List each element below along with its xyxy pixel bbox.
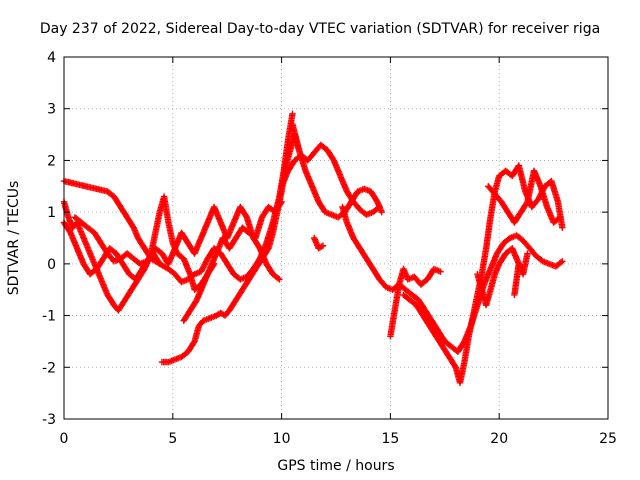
data-point [557, 259, 565, 266]
grid-layer [64, 57, 608, 419]
data-point [278, 198, 285, 205]
data-point [523, 199, 530, 207]
data-point [559, 224, 566, 231]
data-point [555, 215, 562, 222]
data-point [277, 199, 284, 207]
data-point [274, 275, 282, 282]
y-tick-label: 1 [47, 205, 56, 221]
y-tick-label: -1 [42, 309, 56, 325]
x-tick-label: 10 [273, 431, 291, 447]
plot-frame [63, 56, 609, 420]
y-tick-label: -2 [42, 360, 56, 376]
data-point [319, 242, 327, 249]
x-axis-label: GPS time / hours [277, 458, 394, 474]
data-point [515, 260, 522, 268]
chart-title: Day 237 of 2022, Sidereal Day-to-day VTE… [40, 21, 600, 37]
x-tick-label: 0 [60, 431, 69, 447]
tick-layer: 0 5 10 15 20 25 -3 -2 -1 0 1 2 3 4 [42, 50, 617, 447]
series-track-o [511, 260, 522, 299]
series-track-g [278, 141, 383, 218]
data-point [437, 268, 444, 275]
data-point [276, 276, 283, 283]
x-tick-label: 25 [599, 431, 617, 447]
data-point [156, 260, 163, 268]
data-point [289, 110, 296, 118]
x-tick-label: 20 [490, 431, 508, 447]
y-tick-label: 3 [47, 102, 56, 118]
y-axis-label: SDTVAR / TECUs [6, 181, 22, 296]
y-tick-label: 2 [47, 153, 56, 169]
marks-layer [60, 110, 566, 386]
series-track-j [339, 203, 566, 355]
data-point [524, 250, 531, 257]
series-track-l [400, 162, 566, 386]
series-track-h [289, 121, 385, 221]
series-track-k [387, 265, 444, 340]
y-tick-label: -3 [42, 412, 56, 428]
series-track-f [180, 198, 285, 324]
y-tick-label: 4 [47, 50, 56, 66]
x-tick-label: 5 [168, 431, 177, 447]
data-point [559, 258, 566, 265]
x-tick-label: 15 [381, 431, 399, 447]
data-point [155, 259, 163, 266]
data-point [556, 214, 564, 221]
data-point [378, 208, 385, 216]
series-track-m [485, 167, 564, 226]
y-tick-label: 0 [47, 257, 56, 273]
series-track-d [71, 214, 163, 268]
series-track-i [311, 234, 327, 252]
series-track-b [60, 193, 218, 314]
